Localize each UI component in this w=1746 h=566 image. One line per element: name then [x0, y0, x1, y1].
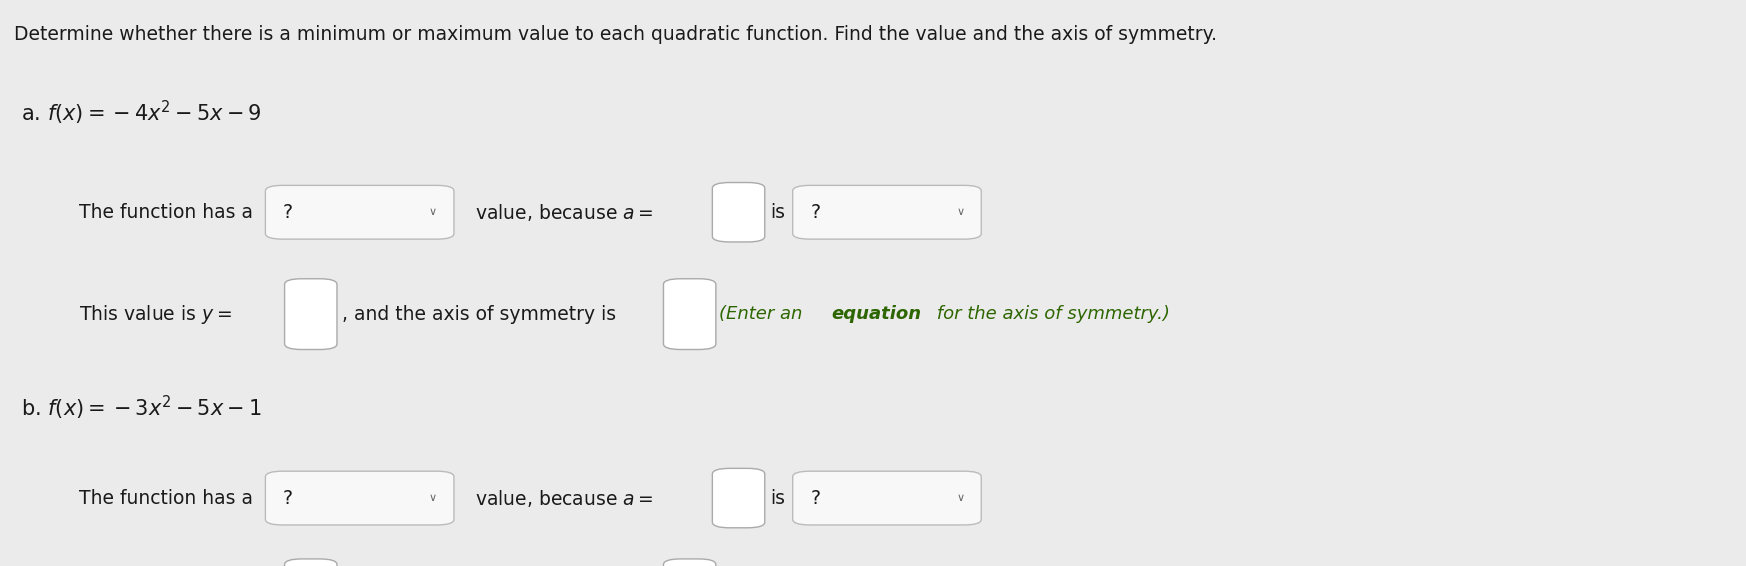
Text: The function has a: The function has a	[79, 488, 253, 508]
FancyBboxPatch shape	[265, 471, 454, 525]
Text: (Enter an: (Enter an	[719, 305, 808, 323]
Text: is: is	[770, 203, 786, 222]
Text: Determine whether there is a minimum or maximum value to each quadratic function: Determine whether there is a minimum or …	[14, 25, 1217, 45]
FancyBboxPatch shape	[712, 182, 765, 242]
Text: equation: equation	[831, 305, 922, 323]
Text: value, because $a =$: value, because $a =$	[475, 487, 653, 509]
FancyBboxPatch shape	[285, 559, 337, 566]
Text: ?: ?	[283, 203, 293, 222]
Text: ∨: ∨	[957, 207, 964, 217]
Text: ?: ?	[810, 488, 821, 508]
Text: for the axis of symmetry.): for the axis of symmetry.)	[931, 305, 1170, 323]
Text: This value is $y =$: This value is $y =$	[79, 303, 232, 325]
FancyBboxPatch shape	[712, 469, 765, 528]
Text: is: is	[770, 488, 786, 508]
Text: ∨: ∨	[430, 207, 436, 217]
Text: a. $f(x) = -4x^2 - 5x - 9$: a. $f(x) = -4x^2 - 5x - 9$	[21, 99, 262, 127]
FancyBboxPatch shape	[793, 186, 981, 239]
Text: The function has a: The function has a	[79, 203, 253, 222]
FancyBboxPatch shape	[663, 559, 716, 566]
Text: value, because $a =$: value, because $a =$	[475, 201, 653, 223]
FancyBboxPatch shape	[285, 278, 337, 349]
Text: ∨: ∨	[430, 493, 436, 503]
Text: , and the axis of symmetry is: , and the axis of symmetry is	[342, 305, 616, 324]
FancyBboxPatch shape	[265, 186, 454, 239]
FancyBboxPatch shape	[793, 471, 981, 525]
Text: ∨: ∨	[957, 493, 964, 503]
Text: ?: ?	[810, 203, 821, 222]
Text: b. $f(x) = -3x^2 - 5x - 1$: b. $f(x) = -3x^2 - 5x - 1$	[21, 393, 262, 422]
FancyBboxPatch shape	[663, 278, 716, 349]
Text: ?: ?	[283, 488, 293, 508]
